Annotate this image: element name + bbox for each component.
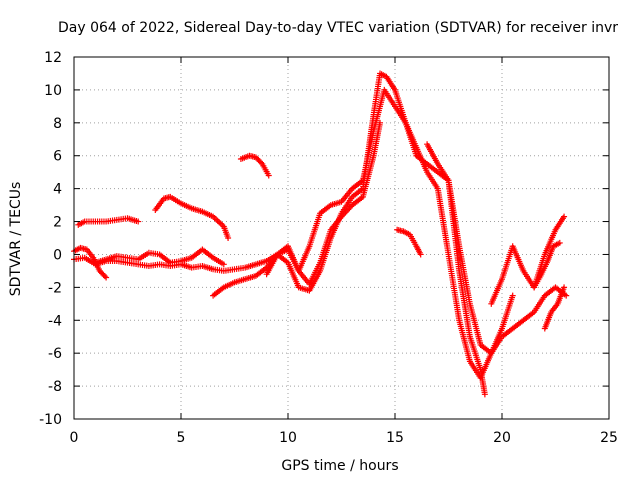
x-tick-label: 20 bbox=[493, 430, 511, 446]
data-point bbox=[225, 235, 232, 241]
x-axis-label: GPS time / hours bbox=[281, 458, 398, 474]
x-tick-label: 15 bbox=[386, 430, 404, 446]
data-point bbox=[509, 292, 516, 299]
data-point bbox=[377, 119, 384, 126]
series-track-d bbox=[237, 152, 272, 179]
y-tick-label: -4 bbox=[48, 313, 62, 329]
y-tick-label: -2 bbox=[48, 280, 62, 296]
x-tick-label: 5 bbox=[177, 430, 186, 446]
data-point bbox=[556, 239, 563, 246]
x-tick-label: 25 bbox=[600, 430, 618, 446]
data-point bbox=[135, 218, 142, 225]
plot-frame bbox=[73, 56, 610, 420]
data-point bbox=[563, 292, 570, 299]
y-tick-label: 12 bbox=[44, 50, 62, 66]
data-point bbox=[103, 274, 110, 281]
data-series bbox=[71, 70, 570, 398]
data-point bbox=[561, 213, 568, 220]
data-point bbox=[561, 284, 568, 291]
series-track-l bbox=[541, 284, 568, 332]
y-tick-label: 8 bbox=[53, 116, 62, 132]
y-tick-label: 4 bbox=[53, 182, 62, 198]
axis-ticks: 0 5 10 15 20 25 -10 -8 -6 -4 -2 0 2 4 6 8 10 12 bbox=[39, 50, 618, 446]
series-track-i bbox=[394, 226, 424, 258]
y-tick-label: 2 bbox=[53, 215, 62, 231]
y-tick-label: 6 bbox=[53, 149, 62, 165]
data-point bbox=[481, 391, 488, 398]
y-tick-label: -6 bbox=[48, 346, 62, 362]
y-tick-label: 0 bbox=[53, 247, 62, 263]
x-tick-label: 10 bbox=[279, 430, 297, 446]
series-track-m bbox=[531, 239, 563, 291]
data-point bbox=[417, 251, 424, 258]
y-tick-label: 10 bbox=[44, 83, 62, 99]
x-tick-label: 0 bbox=[70, 430, 79, 446]
y-axis-label: SDTVAR / TECUs bbox=[8, 182, 24, 297]
y-tick-label: -10 bbox=[39, 412, 62, 428]
series-track-c bbox=[152, 193, 232, 241]
gridlines bbox=[74, 57, 609, 419]
y-tick-label: -8 bbox=[48, 379, 62, 395]
data-point bbox=[220, 261, 227, 268]
series-track-b bbox=[75, 215, 142, 228]
data-point bbox=[258, 159, 265, 166]
series-track-j bbox=[424, 141, 516, 357]
chart-title: Day 064 of 2022, Sidereal Day-to-day VTE… bbox=[58, 20, 618, 36]
series-track-f bbox=[92, 246, 227, 268]
data-point bbox=[265, 172, 272, 179]
data-point bbox=[101, 273, 108, 280]
